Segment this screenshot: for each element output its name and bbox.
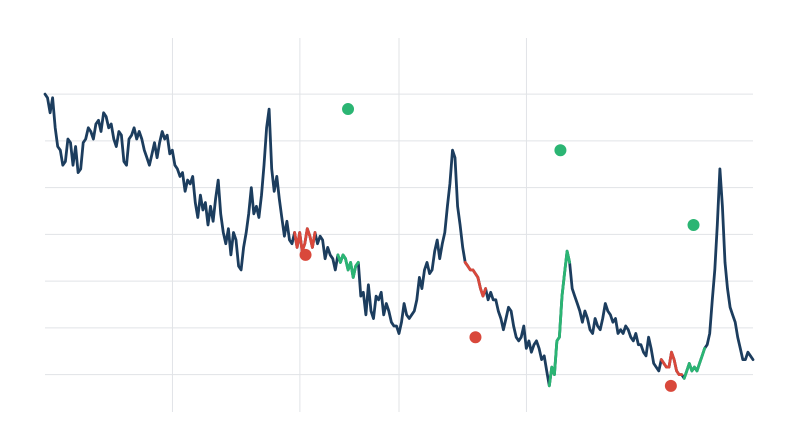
trough-marker	[299, 248, 312, 261]
trough-marker	[664, 379, 677, 392]
peak-segment	[336, 253, 360, 279]
peak-marker	[342, 103, 355, 116]
marker-layer	[299, 103, 700, 392]
trough-segment	[293, 227, 317, 253]
peak-segment	[682, 346, 706, 380]
series-layer	[43, 92, 755, 388]
peak-segment	[547, 249, 571, 388]
peak-marker	[687, 219, 700, 231]
trough-segment	[463, 260, 488, 298]
peak-marker	[554, 144, 567, 157]
trough-marker	[469, 331, 482, 344]
series-line	[43, 92, 755, 388]
trough-segment	[659, 350, 684, 377]
